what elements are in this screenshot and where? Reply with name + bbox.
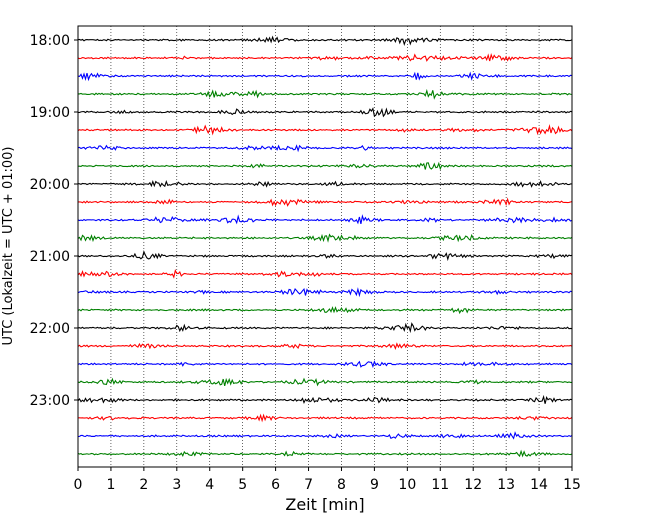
- x-tick-label: 2: [139, 477, 148, 493]
- plot-frame: [77, 25, 573, 468]
- trace-1800: [77, 35, 573, 47]
- x-tick-label: 13: [497, 477, 515, 493]
- trace-2145: [77, 306, 573, 315]
- y-tick-label: 23:00: [30, 393, 70, 409]
- trace-1930: [77, 144, 573, 153]
- trace-2330: [77, 431, 573, 440]
- trace-2030: [77, 214, 573, 225]
- trace-2300: [77, 394, 573, 404]
- y-tick-label: 19:00: [30, 105, 70, 121]
- trace-2000: [77, 180, 573, 188]
- x-tick-label: 5: [238, 477, 247, 493]
- x-tick-label: 14: [530, 477, 548, 493]
- x-axis-label: Zeit [min]: [285, 495, 364, 514]
- y-tick-label: 20:00: [30, 177, 70, 193]
- y-tick-label: 21:00: [30, 249, 70, 265]
- trace-2215: [77, 342, 573, 350]
- trace-1945: [77, 161, 573, 171]
- trace-1915: [77, 124, 573, 136]
- trace-1845: [78, 88, 573, 100]
- trace-1815: [77, 53, 573, 62]
- trace-2115: [77, 269, 573, 279]
- x-tick-label: 15: [563, 477, 581, 493]
- trace-2200: [77, 322, 573, 334]
- trace-1900: [77, 107, 573, 118]
- x-tick-label: 10: [398, 477, 416, 493]
- trace-2045: [77, 233, 573, 243]
- trace-2015: [77, 197, 573, 207]
- trace-2245: [77, 377, 573, 387]
- y-tick-label: 22:00: [30, 321, 70, 337]
- x-axis: 0 1 2 3 4 5 6 7 8 9 10 11 12 13 14 15: [74, 467, 581, 493]
- x-tick-label: 3: [172, 477, 181, 493]
- trace-2130: [77, 287, 573, 298]
- traces: [77, 35, 573, 458]
- x-tick-label: 4: [205, 477, 214, 493]
- y-tick-label: 18:00: [30, 33, 70, 49]
- y-axis-label: UTC (Lokalzeit = UTC + 01:00): [1, 147, 16, 346]
- x-tick-label: 11: [431, 477, 449, 493]
- x-tick-label: 7: [304, 477, 313, 493]
- trace-2100: [77, 250, 573, 262]
- x-tick-label: 8: [337, 477, 346, 493]
- trace-2315: [77, 413, 573, 423]
- trace-1830: [77, 71, 573, 82]
- trace-2230: [77, 360, 573, 369]
- y-axis: 18:00 19:00 20:00 21:00 22:00 23:00: [30, 33, 78, 409]
- x-tick-label: 1: [106, 477, 115, 493]
- x-tick-label: 12: [464, 477, 482, 493]
- x-tick-label: 6: [271, 477, 280, 493]
- x-tick-label: 9: [370, 477, 379, 493]
- trace-2345: [77, 449, 573, 458]
- x-tick-label: 0: [74, 477, 83, 493]
